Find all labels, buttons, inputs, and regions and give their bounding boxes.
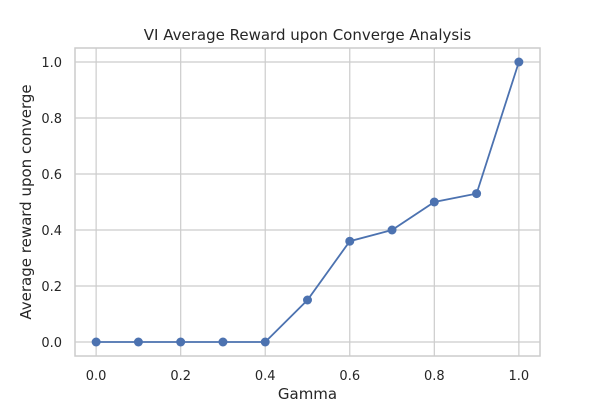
y-tick-label: 0.4 <box>41 224 62 239</box>
chart-title: VI Average Reward upon Converge Analysis <box>144 26 472 44</box>
data-point <box>387 225 397 235</box>
y-tick-label: 1.0 <box>41 56 62 71</box>
data-point <box>133 337 143 347</box>
data-point <box>176 337 186 347</box>
y-tick-label: 0.6 <box>41 168 62 183</box>
y-axis-label: Average reward upon converge <box>17 84 35 319</box>
y-tick-label: 0.0 <box>41 336 62 351</box>
data-point <box>260 337 270 347</box>
series-layer <box>91 57 524 347</box>
data-point <box>472 189 482 199</box>
y-tick-label: 0.8 <box>41 112 62 127</box>
x-axis-label: Gamma <box>278 385 337 400</box>
x-tick-label: 0.8 <box>424 369 445 384</box>
data-point <box>218 337 228 347</box>
data-point <box>91 337 101 347</box>
x-tick-label: 0.6 <box>339 369 360 384</box>
x-tick-labels: 0.0 0.2 0.4 0.6 0.8 1.0 <box>86 369 529 384</box>
x-tick-label: 0.4 <box>255 369 276 384</box>
data-point <box>514 57 524 67</box>
x-tick-label: 0.2 <box>170 369 191 384</box>
data-point <box>429 197 439 207</box>
plot-frame <box>74 47 541 357</box>
data-point <box>303 295 312 305</box>
x-tick-label: 0.0 <box>86 369 107 384</box>
y-tick-labels: 0.0 0.2 0.4 0.6 0.8 1.0 <box>41 56 62 351</box>
x-gridlines <box>95 48 520 356</box>
x-tick-label: 1.0 <box>509 369 530 384</box>
y-tick-label: 0.2 <box>41 280 62 295</box>
data-point <box>345 236 355 246</box>
